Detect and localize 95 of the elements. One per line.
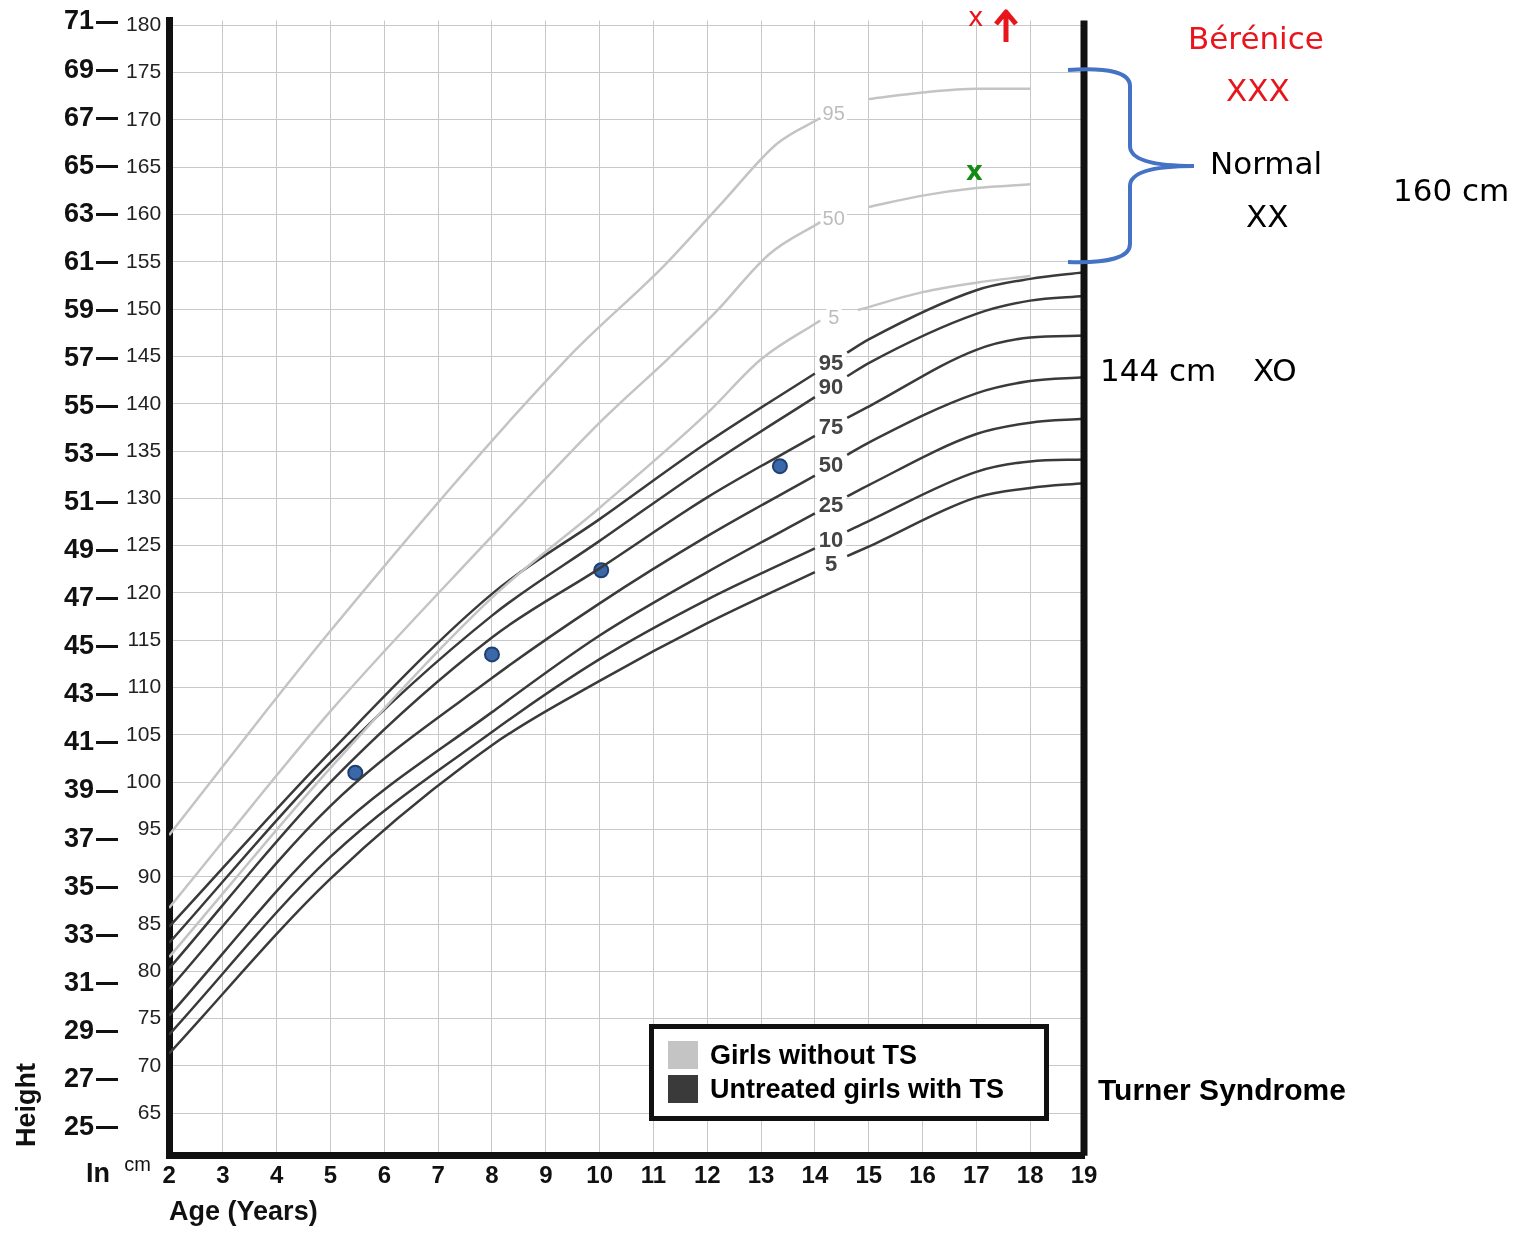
y2-tick-label: 43: [63, 678, 95, 709]
text: In: [86, 1157, 111, 1188]
annotation: 95: [820, 101, 847, 125]
y2-axis-title: Height: [11, 1063, 42, 1147]
y2-tick-label: 25: [63, 1110, 95, 1141]
y2-tick-label: 51: [63, 486, 95, 517]
x-tick-label: 4: [270, 1160, 285, 1188]
y2-tick-label: 29: [63, 1014, 95, 1045]
y2-tick-label: 37: [63, 822, 95, 853]
y-tick-label: 70: [137, 1052, 162, 1076]
annotation: 10: [816, 526, 846, 553]
x-tick-label: 16: [909, 1160, 936, 1188]
y-tick-label: 95: [137, 816, 162, 840]
y-tick-label: 85: [137, 910, 162, 934]
y2-tick-label: 35: [63, 870, 95, 901]
x-tick-label: 2: [162, 1160, 176, 1188]
y-tick-label: 180: [126, 12, 162, 36]
y-tick-label: 150: [126, 295, 162, 319]
y2-tick-label: 49: [63, 534, 95, 565]
annotation: x: [966, 156, 983, 186]
y-tick-label: 165: [126, 154, 162, 178]
y2-tick-label: 57: [63, 341, 95, 372]
annotation: 50: [820, 206, 847, 230]
y2-tick-label: 71: [63, 5, 95, 36]
annotation: x: [968, 2, 984, 32]
y-tick-label: 135: [126, 437, 162, 461]
x-tick-label: 14: [801, 1160, 829, 1188]
point: [771, 458, 788, 475]
text: XXX: [1226, 72, 1290, 108]
x-tick-label: 18: [1016, 1160, 1044, 1188]
y-tick-label: 120: [126, 579, 162, 603]
y-tick-label: 140: [126, 390, 162, 414]
text: Normal: [1210, 145, 1323, 181]
y-tick-label: 75: [137, 1005, 162, 1029]
y2-tick-label: 69: [63, 53, 95, 84]
y-tick-label: 105: [126, 721, 162, 745]
x-tick-label: 6: [377, 1160, 392, 1188]
y2-tick-label: 53: [63, 438, 95, 469]
x-tick-label: 10: [586, 1160, 613, 1188]
annotation: 50: [816, 452, 846, 479]
y-tick-label: 170: [126, 106, 162, 130]
annotation: 95: [816, 350, 846, 377]
text: Bérénice: [1188, 20, 1324, 56]
annotation: 90: [816, 373, 846, 400]
y-tick-label: 80: [137, 958, 162, 982]
y2-tick-label: 61: [63, 245, 95, 276]
point: [347, 764, 364, 781]
y2-tick-label: 41: [63, 726, 95, 757]
y-tick-label: 65: [137, 1100, 162, 1124]
y2-tick-label: 45: [63, 630, 95, 661]
y-tick-label: 110: [127, 674, 162, 698]
point: [483, 646, 500, 663]
x-tick-label: 12: [693, 1160, 721, 1188]
y-tick-label: 100: [126, 768, 162, 792]
y-tick-label: 125: [126, 532, 162, 556]
y-tick-label: 155: [126, 248, 162, 272]
x-axis-title: Age (Years): [169, 1196, 318, 1227]
x-tick-label: 15: [855, 1160, 883, 1188]
x-tick-label: 7: [431, 1160, 445, 1188]
y-tick-label: 115: [127, 627, 162, 651]
x-tick-label: 19: [1070, 1160, 1098, 1188]
text: 160 cm: [1393, 172, 1510, 208]
x-tick-label: 5: [323, 1160, 338, 1188]
y2-tick-label: 27: [63, 1062, 95, 1093]
x-tick-label: 17: [963, 1160, 990, 1188]
x-tick-label: 11: [640, 1160, 667, 1188]
y2-tick-label: 67: [63, 101, 95, 132]
x-tick-label: 13: [747, 1160, 775, 1188]
text: Turner Syndrome: [1098, 1073, 1346, 1107]
y2-tick-label: 33: [63, 918, 95, 949]
y2-tick-label: 63: [63, 197, 95, 228]
x-tick-label: 8: [485, 1160, 499, 1188]
y2-tick-label: 65: [63, 149, 95, 180]
y-tick-label: 90: [137, 863, 162, 887]
annotation: 25: [816, 491, 846, 518]
x-tick-label: 3: [216, 1160, 230, 1188]
y-axis-title: cm: [124, 1153, 151, 1176]
legend-label: Girls without TS: [710, 1039, 917, 1071]
text: XO: [1253, 352, 1297, 388]
annotation: 75: [816, 413, 846, 440]
y-tick-label: 160: [126, 201, 162, 225]
legend-label: Untreated girls with TS: [710, 1073, 1005, 1105]
y-tick-label: 130: [126, 485, 162, 509]
text: XX: [1246, 198, 1289, 234]
y2-tick-label: 31: [63, 966, 95, 997]
y2-tick-label: 59: [63, 293, 95, 324]
x-tick-label: 9: [539, 1160, 553, 1188]
y-tick-label: 145: [126, 343, 162, 367]
annotation: 5: [822, 551, 840, 578]
y2-tick-label: 39: [63, 774, 95, 805]
y2-tick-label: 55: [63, 389, 95, 420]
text: 144 cm: [1100, 352, 1217, 388]
annotation: 5: [826, 305, 842, 329]
y2-tick-label: 47: [63, 582, 95, 613]
y-tick-label: 175: [126, 59, 162, 83]
